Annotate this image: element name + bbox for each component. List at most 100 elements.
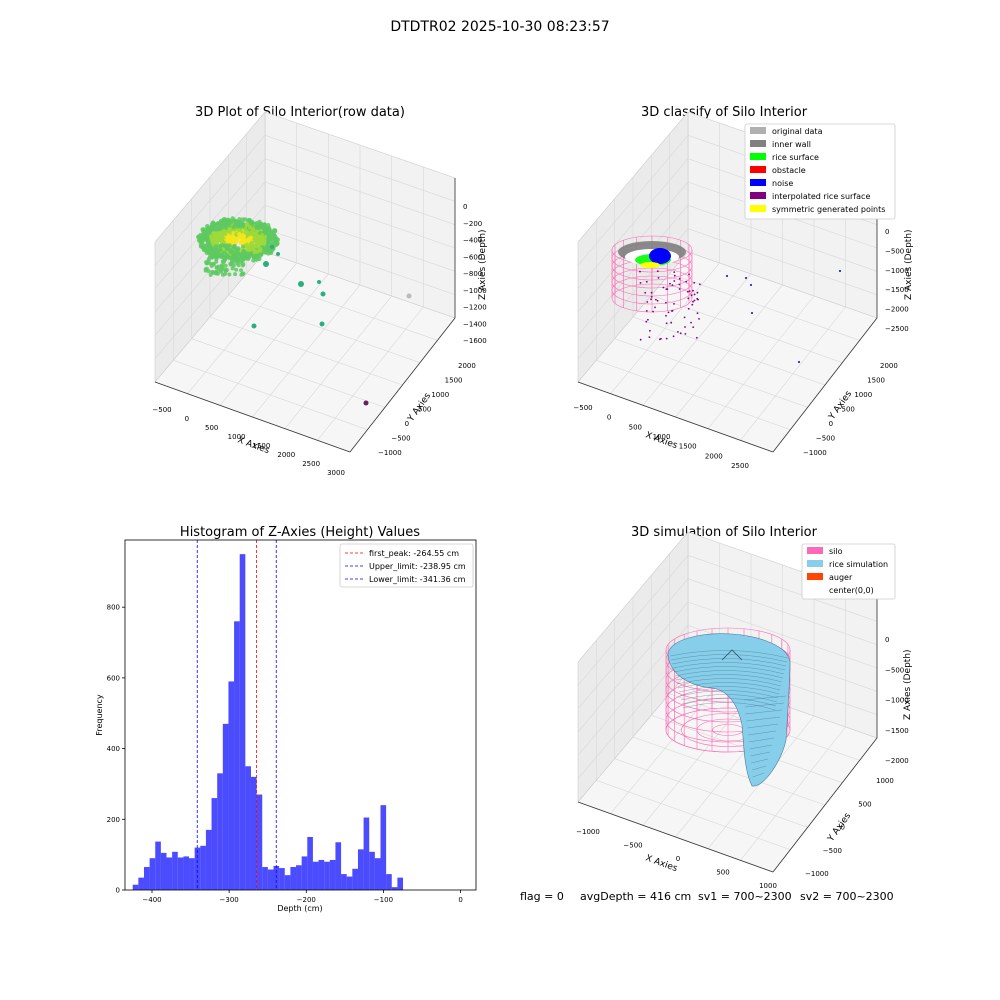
histogram-bar — [374, 858, 381, 890]
legend-swatch — [807, 586, 823, 593]
axis-y — [349, 317, 456, 453]
legend-swatch — [750, 166, 766, 173]
surface-mesh-line — [743, 695, 787, 701]
raw-point — [226, 229, 232, 234]
interpolated-point — [673, 271, 676, 273]
raw-point — [272, 233, 277, 238]
histogram-bar — [256, 794, 263, 890]
interpolated-point — [639, 282, 642, 284]
legend-label: center(0,0) — [829, 586, 874, 595]
histogram-bar — [397, 877, 404, 890]
interpolated-point — [670, 321, 673, 324]
legend-label: first_peak: -264.55 cm — [369, 549, 459, 558]
interpolated-point — [687, 297, 690, 300]
noise-point — [750, 284, 752, 286]
legend-swatch — [750, 192, 766, 199]
raw-point — [222, 257, 227, 262]
p4-ticks: −1000 −500 0 500 1000 −1000 −500 0 500 1000 0 −500 −… — [576, 636, 909, 890]
y-tick-label: 500 — [858, 800, 871, 808]
raw-point — [222, 232, 227, 237]
z-tick-label: −1400 — [463, 320, 487, 328]
interpolated-point — [660, 337, 662, 340]
raw-point — [212, 227, 217, 232]
surface-mesh-line — [676, 678, 782, 687]
interpolated-point — [684, 326, 686, 328]
raw-point — [207, 228, 213, 233]
interpolated-point — [648, 336, 651, 338]
raw-point — [235, 261, 240, 266]
x-tick-label: −300 — [220, 896, 239, 904]
interpolated-point — [639, 338, 642, 341]
raw-point — [199, 240, 205, 245]
legend-label: interpolated rice surface — [772, 192, 870, 201]
raw-point — [244, 222, 250, 227]
p3-ylabel: Frequency — [95, 694, 104, 736]
histogram-bar — [262, 867, 268, 890]
y-tick-label: 0 — [405, 420, 409, 428]
x-tick-label: −500 — [152, 406, 171, 414]
legend-label: original data — [772, 127, 823, 136]
p3-legend: first_peak: -264.55 cm Upper_limit: -238.… — [339, 543, 474, 588]
raw-point — [236, 231, 242, 237]
p2-ticks: −500 0 500 1000 1500 2000 2500 −1000 −500 0 500 100… — [573, 228, 908, 470]
histogram-bar — [183, 856, 190, 890]
raw-point — [232, 252, 237, 257]
p1-xlabel: X Axies — [236, 435, 271, 456]
noise-point — [798, 361, 800, 363]
y-tick-label: 500 — [842, 406, 855, 414]
histogram-bar — [205, 829, 212, 890]
raw-point — [218, 243, 223, 248]
interpolated-point — [696, 291, 699, 294]
grid-line — [669, 273, 860, 341]
surface-mesh-line — [745, 709, 783, 715]
interpolated-point — [665, 301, 667, 304]
interpolated-point — [688, 290, 691, 292]
raw-point — [255, 225, 260, 231]
surface-mesh-line — [679, 690, 779, 699]
interpolated-point — [695, 336, 698, 339]
raw-point — [241, 254, 246, 259]
histogram-bar — [341, 874, 347, 890]
x-tick-label: 0 — [458, 896, 462, 904]
interpolated-point — [665, 314, 667, 317]
interpolated-point — [669, 282, 671, 285]
interpolated-point — [673, 303, 675, 305]
raw-point — [210, 222, 215, 227]
raw-point — [216, 267, 221, 272]
interpolated-point — [686, 290, 689, 293]
x-tick-label: 0 — [676, 855, 680, 863]
histogram-bar — [369, 851, 375, 890]
legend-frame — [801, 543, 896, 600]
raw-point — [215, 252, 220, 257]
symmetric-points — [640, 262, 660, 268]
z-tick-label: −2500 — [885, 325, 909, 333]
interpolated-point — [639, 270, 641, 273]
x-tick-label: 2500 — [731, 462, 749, 470]
z-tick-label: −1600 — [463, 337, 487, 345]
histogram-bar — [386, 874, 392, 890]
histogram-bar — [329, 859, 336, 890]
surface-mesh-line — [746, 716, 781, 722]
raw-point — [234, 267, 239, 272]
interpolated-point — [692, 300, 694, 303]
x-tick-label: 1500 — [679, 443, 697, 451]
surface-mesh-line — [747, 723, 779, 729]
p3-plot-frame — [124, 539, 477, 891]
x-tick-label: −1000 — [576, 828, 600, 836]
histogram-bar — [222, 723, 229, 890]
histogram-bar — [301, 856, 308, 890]
histogram-bar — [177, 857, 184, 890]
histogram-bar — [211, 798, 218, 890]
raw-point — [406, 293, 412, 299]
interpolated-point — [657, 277, 660, 279]
raw-point — [317, 280, 321, 284]
surface-mesh-line — [744, 702, 785, 708]
axis-x — [154, 381, 351, 453]
z-tick-label: 0 — [885, 636, 889, 644]
x-tick-label: 1000 — [653, 433, 671, 441]
interpolated-point — [687, 307, 690, 310]
raw-point — [233, 272, 238, 277]
raw-point — [203, 268, 208, 273]
raw-point — [247, 247, 253, 252]
raw-point — [239, 268, 243, 273]
